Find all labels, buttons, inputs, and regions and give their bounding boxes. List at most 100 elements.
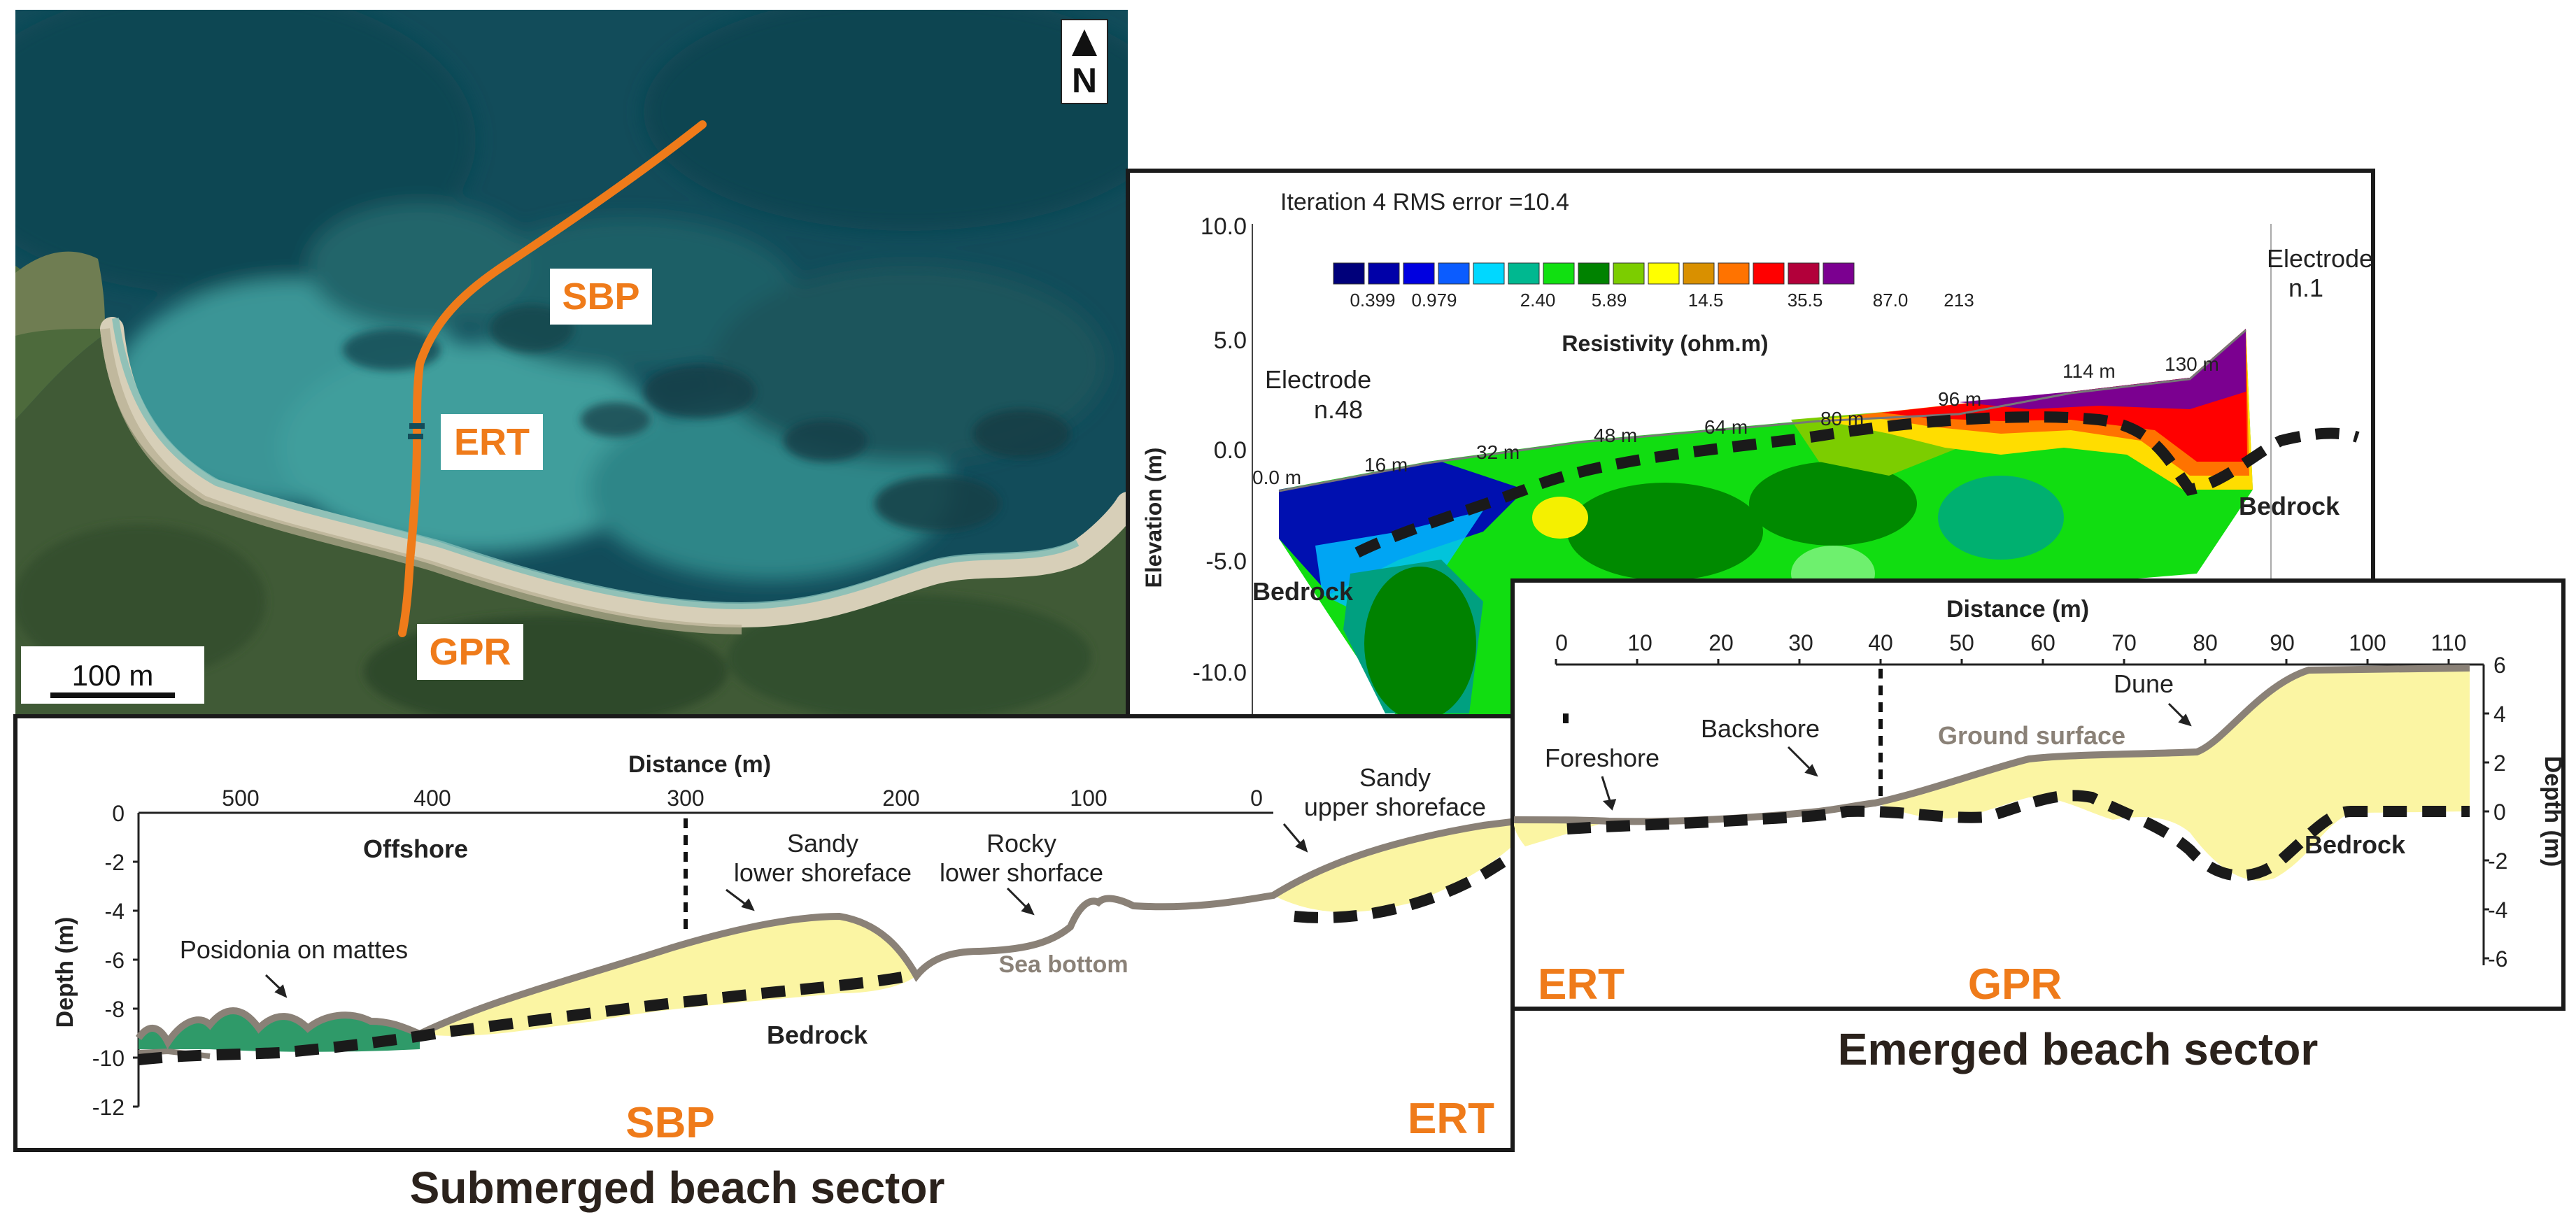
emerged-y-tick: 4: [2493, 702, 2506, 727]
ert-y-label: Elevation (m): [1141, 448, 1166, 588]
emerged-sector-title: Emerged beach sector: [1838, 1024, 2319, 1074]
colorbar-swatch: [1753, 262, 1785, 285]
label-posidonia: Posidonia on mattes: [180, 935, 408, 964]
colorbar-swatch: [1438, 262, 1470, 285]
emerged-y-tick: 0: [2493, 800, 2506, 825]
emerged-x-tick: 50: [1949, 630, 1974, 655]
method-label-ert-emerged: ERT: [1538, 960, 1625, 1009]
ert-distance-mark: 96 m: [1938, 388, 1981, 410]
ert-distance-mark: 130 m: [2165, 353, 2219, 375]
submerged-y-title: Depth (m): [52, 917, 78, 1028]
method-label-gpr: GPR: [1968, 960, 2062, 1009]
map-label-ert: ERT: [441, 414, 543, 470]
label-sea-bottom: Sea bottom: [998, 951, 1128, 978]
label-submerged-bedrock: Bedrock: [767, 1021, 868, 1049]
ert-bedrock-right: Bedrock: [2239, 492, 2340, 520]
ert-bedrock-left: Bedrock: [1252, 577, 1354, 606]
submerged-x-tick: 300: [667, 786, 704, 811]
ert-y-tick: 0.0: [1214, 437, 1247, 464]
colorbar-swatch: [1473, 262, 1505, 285]
submerged-y-tick: -6: [105, 948, 125, 973]
emerged-x-tick: 70: [2111, 630, 2137, 655]
colorbar-label: 213: [1944, 290, 1974, 311]
label-ground-surface: Ground surface: [1938, 721, 2125, 750]
submerged-x-tick: 100: [1070, 786, 1107, 811]
label-foreshore: Foreshore: [1545, 744, 1659, 772]
submerged-sand-lower: [420, 916, 917, 1036]
label-sandy-upper-1: Sandy: [1359, 763, 1431, 792]
colorbar-swatch: [1333, 262, 1365, 285]
ert-distance-mark: 80 m: [1820, 408, 1864, 429]
emerged-x-tick: 90: [2270, 630, 2295, 655]
submerged-panel: 500 400 300 200 100 0 0 -2 -4 -6 -8 -10 …: [13, 714, 1570, 1152]
emerged-x-tick: 30: [1788, 630, 1813, 655]
emerged-y-ticks: 6 4 2 0 -2 -4 -6: [2488, 653, 2507, 972]
submerged-y-tick: -12: [92, 1095, 125, 1120]
colorbar-label: 87.0: [1873, 290, 1909, 311]
colorbar-label: 2.40: [1520, 290, 1556, 311]
ert-distance-mark: 114 m: [2062, 360, 2116, 382]
colorbar-swatch: [1648, 262, 1680, 285]
emerged-x-tick: 20: [1708, 630, 1734, 655]
submerged-x-tick: 200: [882, 786, 919, 811]
label-rocky-lower-2: lower shorface: [940, 858, 1103, 887]
ert-electrode-right-line1: Electrode: [2267, 244, 2373, 273]
colorbar-label: 5.89: [1592, 290, 1627, 311]
label-dune: Dune: [2114, 669, 2174, 698]
label-backshore: Backshore: [1701, 714, 1820, 743]
ert-y-tick: -5.0: [1205, 548, 1247, 575]
emerged-y-tick: -4: [2488, 897, 2507, 923]
scale-bar: 100 m: [21, 646, 204, 704]
emerged-y-tick: -6: [2488, 946, 2507, 972]
ert-distance-mark: 64 m: [1704, 416, 1748, 438]
emerged-x-tick: 0: [1555, 630, 1568, 655]
colorbar-swatch: [1368, 262, 1400, 285]
sea-bottom-profile: [135, 815, 1540, 1049]
ert-bedrock-line: [1354, 411, 2360, 558]
ert-y-tick: -10.0: [1193, 660, 1247, 686]
label-rocky-lower-1: Rocky: [986, 829, 1056, 858]
emerged-x-tick: 80: [2193, 630, 2218, 655]
colorbar-swatch: [1543, 262, 1575, 285]
north-label: N: [1072, 61, 1097, 100]
submerged-bedrock-line: [138, 970, 911, 1065]
ert-colorbar-labels: 0.399 0.979 2.40 5.89 14.5 35.5 87.0 213: [1350, 290, 1974, 311]
submerged-x-tick: 0: [1250, 786, 1263, 811]
emerged-bedrock-line: [1566, 790, 2470, 881]
submerged-sand-upper: [1273, 818, 1539, 912]
submerged-y-ticks: 0 -2 -4 -6 -8 -10 -12: [92, 801, 125, 1120]
ert-distance-mark: 16 m: [1364, 454, 1408, 476]
colorbar-swatch: [1508, 262, 1540, 285]
emerged-y-tick: -2: [2488, 848, 2507, 874]
method-label-sbp: SBP: [625, 1099, 714, 1147]
submerged-sector-title: Submerged beach sector: [410, 1163, 945, 1213]
colorbar-label: 0.979: [1411, 290, 1457, 311]
emerged-panel: 0 10 20 30 40 50 60 70 80 90 100 110 6 4…: [1510, 578, 2566, 1011]
emerged-x-title: Distance (m): [1946, 596, 2089, 623]
colorbar-swatch: [1788, 262, 1820, 285]
colorbar-swatch: [1613, 262, 1645, 285]
ert-distance-marks: 0.0 m 16 m 32 m 48 m 64 m 80 m 96 m 114 …: [1252, 353, 2219, 488]
emerged-x-ticks: 0 10 20 30 40 50 60 70 80 90 100 110: [1555, 630, 2466, 655]
submerged-y-tick: 0: [112, 801, 125, 826]
label-offshore: Offshore: [363, 834, 468, 863]
emerged-x-tick: 110: [2430, 630, 2466, 655]
submerged-y-tick: -10: [92, 1046, 125, 1071]
ert-title: Iteration 4 RMS error =10.4: [1280, 189, 1569, 215]
colorbar-label: 35.5: [1788, 290, 1823, 311]
svg-text:GPR: GPR: [429, 631, 511, 673]
map-label-sbp: SBP: [550, 269, 652, 325]
svg-text:ERT: ERT: [454, 421, 530, 463]
label-sandy-lower-1: Sandy: [787, 829, 858, 858]
ert-y-tick: 10.0: [1201, 213, 1247, 240]
north-arrow: N: [1061, 19, 1108, 104]
label-sandy-upper-2: upper shoreface: [1304, 793, 1486, 821]
colorbar-label: 14.5: [1688, 290, 1724, 311]
emerged-x-tick: 10: [1627, 630, 1653, 655]
submerged-x-ticks: 500 400 300 200 100 0: [222, 786, 1263, 811]
colorbar-swatch: [1683, 262, 1715, 285]
emerged-y-tick: 6: [2493, 653, 2506, 678]
label-emerged-bedrock: Bedrock: [2305, 830, 2406, 859]
colorbar-swatch: [1823, 262, 1855, 285]
